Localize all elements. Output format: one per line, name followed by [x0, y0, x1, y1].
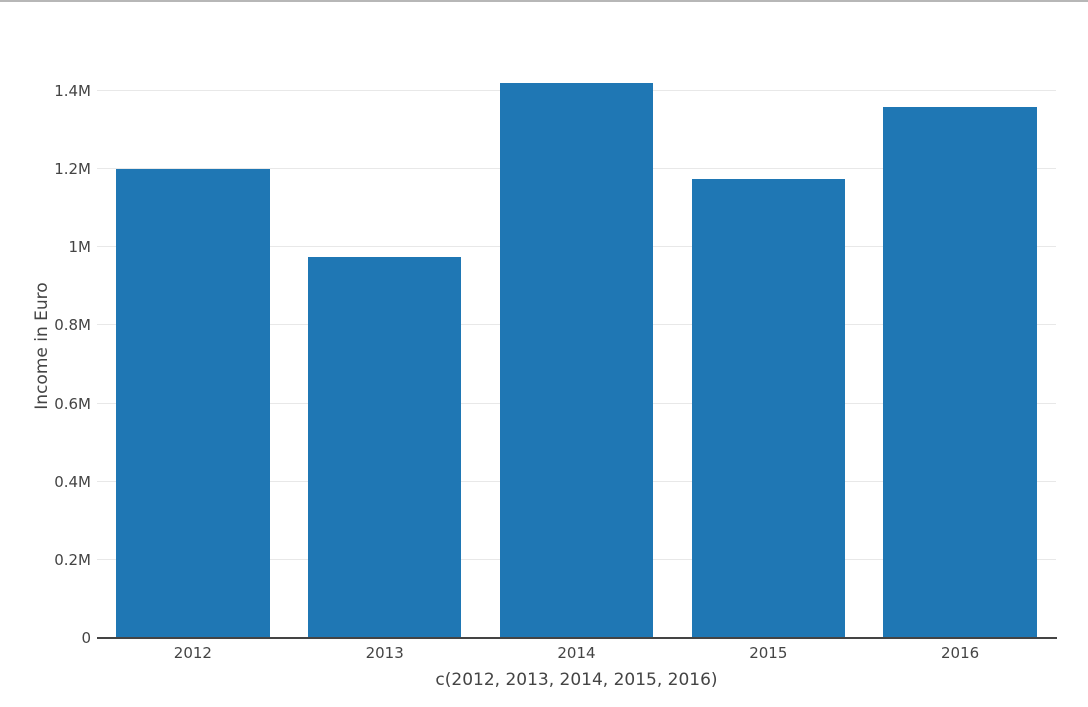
y-tick-label: 0.2M [54, 550, 91, 569]
y-tick-label: 1M [68, 238, 92, 257]
bar-2016[interactable] [883, 106, 1037, 638]
y-tick-label: 0 [81, 629, 91, 647]
y-axis-title: Income in Euro [32, 282, 52, 410]
bar-2013[interactable] [307, 257, 462, 638]
x-tick-label: 2016 [940, 644, 980, 662]
bar-2015[interactable] [691, 178, 846, 638]
x-tick-label: 2013 [365, 644, 404, 662]
y-tick-label: 1.2M [54, 160, 91, 179]
x-axis-line [97, 637, 1057, 639]
x-tick-label: 2015 [749, 644, 788, 662]
x-axis-title: c(2012, 2013, 2014, 2015, 2016) [435, 670, 718, 690]
y-tick-label: 0.8M [54, 316, 91, 335]
plot-area[interactable] [97, 54, 1056, 638]
x-tick-label: 2012 [173, 644, 212, 662]
x-tick-label: 2014 [557, 644, 596, 662]
window-top-border [0, 0, 1088, 2]
bar-2014[interactable] [499, 83, 654, 638]
y-tick-label: 0.4M [54, 472, 91, 491]
bar-2012[interactable] [116, 169, 270, 638]
y-tick-label: 0.6M [54, 394, 91, 413]
y-tick-label: 1.4M [54, 82, 91, 100]
